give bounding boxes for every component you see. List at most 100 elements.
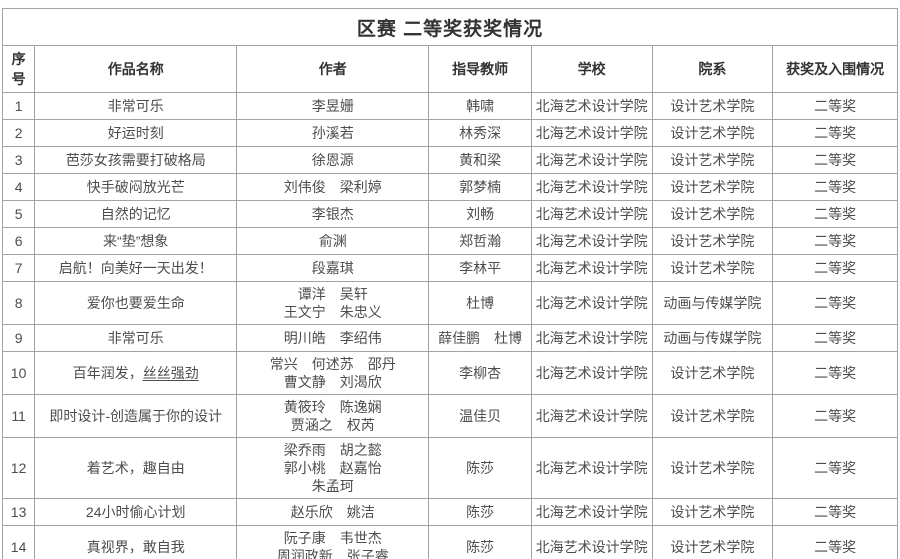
cell-school: 北海艺术设计学院 (530, 227, 653, 255)
cell-school: 北海艺术设计学院 (530, 146, 653, 174)
cell-work: 着艺术，趣自由 (34, 437, 238, 499)
cell-award: 二等奖 (772, 394, 898, 438)
cell-dept: 设计艺术学院 (651, 92, 774, 120)
cell-authors: 明川皓 李绍伟 (236, 324, 430, 352)
cell-dept: 设计艺术学院 (651, 119, 774, 147)
cell-award: 二等奖 (772, 92, 898, 120)
cell-no: 2 (1, 119, 36, 147)
cell-dept: 设计艺术学院 (651, 227, 774, 255)
header-no: 序号 (1, 45, 36, 93)
cell-teachers: 林秀深 (428, 119, 532, 147)
cell-authors: 刘伟俊 梁利婷 (236, 173, 430, 201)
cell-dept: 设计艺术学院 (651, 437, 774, 499)
cell-dept: 设计艺术学院 (651, 394, 774, 438)
cell-award: 二等奖 (772, 324, 898, 352)
cell-teachers: 黄和梁 (428, 146, 532, 174)
header-award: 获奖及入围情况 (772, 45, 898, 93)
cell-school: 北海艺术设计学院 (530, 281, 653, 325)
cell-teachers: 郑哲瀚 (428, 227, 532, 255)
cell-school: 北海艺术设计学院 (530, 173, 653, 201)
cell-work: 芭莎女孩需要打破格局 (34, 146, 238, 174)
table-row: 1 非常可乐 李昱姗 韩啸 北海艺术设计学院 设计艺术学院 二等奖 (1, 92, 898, 120)
table-row: 11 即时设计-创造属于你的设计 黄筱玲 陈逸娴 贾涵之 权芮 温佳贝 北海艺术设… (1, 394, 898, 438)
cell-award: 二等奖 (772, 119, 898, 147)
cell-no: 5 (1, 200, 36, 228)
cell-work: 来“垫”想象 (34, 227, 238, 255)
cell-work: 快手破闷放光芒 (34, 173, 238, 201)
cell-teachers: 韩啸 (428, 92, 532, 120)
cell-no: 1 (1, 92, 36, 120)
cell-no: 6 (1, 227, 36, 255)
cell-teachers: 陈莎 (428, 437, 532, 499)
cell-teachers: 陈莎 (428, 525, 532, 559)
header-school: 学校 (530, 45, 653, 93)
cell-authors: 阮子康 韦世杰 周润政新 张子睿 (236, 525, 430, 559)
cell-teachers: 陈莎 (428, 498, 532, 526)
header-authors: 作者 (236, 45, 430, 93)
cell-award: 二等奖 (772, 146, 898, 174)
cell-work: 爱你也要爱生命 (34, 281, 238, 325)
cell-teachers: 薛佳鹏 杜博 (428, 324, 532, 352)
cell-award: 二等奖 (772, 200, 898, 228)
cell-award: 二等奖 (772, 351, 898, 395)
cell-dept: 设计艺术学院 (651, 146, 774, 174)
cell-work: 即时设计-创造属于你的设计 (34, 394, 238, 438)
cell-work: 自然的记忆 (34, 200, 238, 228)
cell-work: 真视界，敢自我 (34, 525, 238, 559)
cell-no: 12 (1, 437, 36, 499)
table-row: 2 好运时刻 孙溪若 林秀深 北海艺术设计学院 设计艺术学院 二等奖 (1, 119, 898, 147)
table-row: 3 芭莎女孩需要打破格局 徐恩源 黄和梁 北海艺术设计学院 设计艺术学院 二等奖 (1, 146, 898, 174)
header-teacher: 指导教师 (428, 45, 532, 93)
cell-work: 24小时偷心计划 (34, 498, 238, 526)
cell-authors: 徐恩源 (236, 146, 430, 174)
cell-authors: 段嘉琪 (236, 254, 430, 282)
cell-dept: 设计艺术学院 (651, 351, 774, 395)
cell-school: 北海艺术设计学院 (530, 200, 653, 228)
cell-award: 二等奖 (772, 498, 898, 526)
table-row: 4 快手破闷放光芒 刘伟俊 梁利婷 郭梦楠 北海艺术设计学院 设计艺术学院 二等… (1, 173, 898, 201)
cell-authors: 谭洋 吴轩 王文宁 朱忠义 (236, 281, 430, 325)
cell-dept: 设计艺术学院 (651, 498, 774, 526)
cell-no: 7 (1, 254, 36, 282)
cell-dept: 动画与传媒学院 (651, 324, 774, 352)
table-row: 10 百年润发，丝丝强劲 常兴 何述苏 邵丹 曹文静 刘渴欣 李柳杏 北海艺术设计… (1, 351, 898, 395)
cell-award: 二等奖 (772, 227, 898, 255)
cell-dept: 设计艺术学院 (651, 200, 774, 228)
cell-teachers: 郭梦楠 (428, 173, 532, 201)
table-header-row: 序号 作品名称 作者 指导教师 学校 院系 获奖及入围情况 (1, 45, 898, 93)
table-body: 1 非常可乐 李昱姗 韩啸 北海艺术设计学院 设计艺术学院 二等奖 2 好运时刻… (1, 92, 898, 559)
cell-award: 二等奖 (772, 254, 898, 282)
cell-school: 北海艺术设计学院 (530, 324, 653, 352)
cell-authors: 黄筱玲 陈逸娴 贾涵之 权芮 (236, 394, 430, 438)
cell-authors: 孙溪若 (236, 119, 430, 147)
cell-school: 北海艺术设计学院 (530, 498, 653, 526)
cell-award: 二等奖 (772, 525, 898, 559)
cell-school: 北海艺术设计学院 (530, 394, 653, 438)
cell-school: 北海艺术设计学院 (530, 525, 653, 559)
header-work: 作品名称 (34, 45, 238, 93)
cell-authors: 李银杰 (236, 200, 430, 228)
cell-no: 13 (1, 498, 36, 526)
cell-work: 非常可乐 (34, 324, 238, 352)
table-row: 12 着艺术，趣自由 梁乔雨 胡之懿 郭小桃 赵嘉怡 朱孟珂 陈莎 北海艺术设计学院… (1, 437, 898, 499)
cell-teachers: 温佳贝 (428, 394, 532, 438)
table-row: 14 真视界，敢自我 阮子康 韦世杰 周润政新 张子睿 陈莎 北海艺术设计学院 设… (1, 525, 898, 559)
award-table: 区赛 二等奖获奖情况 序号 作品名称 作者 指导教师 学校 院系 获奖及入围情况… (1, 8, 898, 559)
cell-authors: 赵乐欣 姚洁 (236, 498, 430, 526)
table-row: 9 非常可乐 明川皓 李绍伟 薛佳鹏 杜博 北海艺术设计学院 动画与传媒学院 二… (1, 324, 898, 352)
cell-dept: 设计艺术学院 (651, 173, 774, 201)
cell-dept: 设计艺术学院 (651, 254, 774, 282)
cell-no: 14 (1, 525, 36, 559)
cell-award: 二等奖 (772, 437, 898, 499)
table-row: 13 24小时偷心计划 赵乐欣 姚洁 陈莎 北海艺术设计学院 设计艺术学院 二等… (1, 498, 898, 526)
cell-authors: 俞渊 (236, 227, 430, 255)
table-row: 8 爱你也要爱生命 谭洋 吴轩 王文宁 朱忠义 杜博 北海艺术设计学院 动画与传媒… (1, 281, 898, 325)
cell-no: 9 (1, 324, 36, 352)
cell-teachers: 李林平 (428, 254, 532, 282)
header-dept: 院系 (651, 45, 774, 93)
cell-no: 11 (1, 394, 36, 438)
cell-school: 北海艺术设计学院 (530, 351, 653, 395)
cell-no: 10 (1, 351, 36, 395)
cell-teachers: 李柳杏 (428, 351, 532, 395)
cell-school: 北海艺术设计学院 (530, 254, 653, 282)
